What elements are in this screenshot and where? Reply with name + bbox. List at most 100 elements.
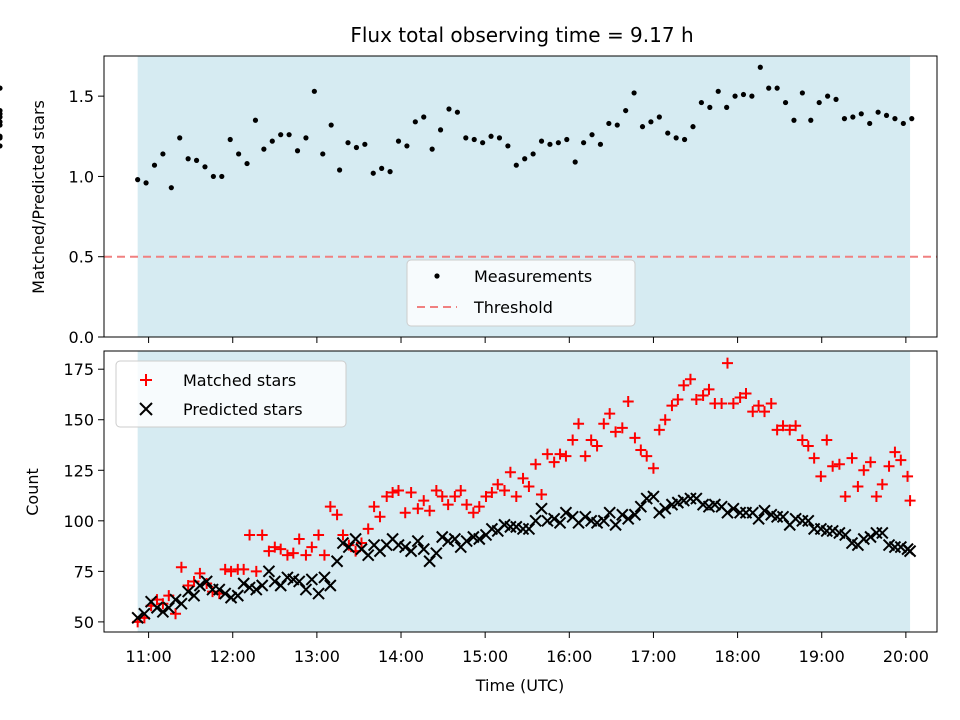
- measurement-point: [311, 88, 317, 94]
- matched-stars-points: [132, 358, 916, 628]
- measurement-point: [193, 157, 200, 163]
- measurement-point: [766, 85, 772, 91]
- predicted-star-point: [535, 502, 548, 515]
- matched-legend-label: Matched stars: [183, 371, 296, 390]
- measurement-point: [454, 109, 460, 115]
- measurement-point: [740, 91, 747, 98]
- measurement-point: [336, 167, 343, 173]
- top-legend-box: [406, 259, 636, 327]
- matched-star-point: [392, 484, 404, 496]
- measurement-point: [412, 119, 418, 125]
- y-tick-label: 100: [63, 512, 94, 531]
- measurement-point: [480, 140, 486, 146]
- predicted-star-point: [857, 532, 871, 546]
- measurement-point: [639, 124, 646, 130]
- predicted-star-point: [504, 520, 517, 534]
- measurement-point: [841, 116, 848, 122]
- measurement-point: [143, 180, 149, 186]
- measurement-point: [496, 135, 503, 141]
- matched-star-point: [560, 450, 572, 462]
- matched-star-point: [902, 470, 914, 482]
- top-legend: Measurements Threshold: [406, 259, 636, 327]
- x-tick-label: 12:00: [210, 647, 256, 666]
- predicted-star-point: [404, 544, 418, 558]
- measurement-point: [429, 146, 435, 152]
- predicted-star-point: [218, 587, 232, 600]
- measurement-point: [353, 144, 360, 151]
- measurement-point: [757, 64, 763, 70]
- predicted-star-point: [213, 583, 226, 596]
- matched-star-point: [275, 543, 287, 555]
- measurement-point: [370, 170, 376, 176]
- threshold-legend-label: Threshold: [473, 298, 553, 317]
- matched-star-point: [170, 608, 182, 620]
- measurement-point: [379, 165, 385, 171]
- matched-star-point: [827, 460, 839, 472]
- predicted-star-point: [628, 508, 642, 521]
- predicted-star-point: [903, 544, 917, 558]
- bottom-y-label: Count: [23, 468, 42, 516]
- measurement-point: [210, 173, 216, 180]
- matched-star-point: [591, 440, 603, 452]
- matched-star-point: [641, 450, 653, 462]
- matched-star-point: [796, 434, 808, 446]
- predicted-star-point: [752, 512, 765, 525]
- matched-star-point: [269, 541, 281, 553]
- measurement-point: [0, 85, 3, 91]
- matched-star-point: [716, 398, 728, 410]
- predicted-star-point: [684, 492, 697, 505]
- matched-star-point: [293, 533, 305, 545]
- measurements-legend-marker: [434, 273, 440, 279]
- measurement-point: [825, 93, 831, 99]
- measurement-point: [732, 93, 738, 99]
- matched-star-point: [499, 484, 511, 496]
- matched-star-point: [306, 541, 318, 553]
- predicted-star-point: [312, 587, 325, 600]
- matched-star-point: [616, 422, 628, 434]
- predicted-star-point: [529, 514, 542, 528]
- x-tick-label: 14:00: [378, 647, 424, 666]
- measurement-point: [522, 156, 528, 162]
- matched-star-point: [808, 452, 820, 464]
- matched-star-point: [865, 456, 877, 468]
- measurement-point: [387, 169, 393, 175]
- matched-star-point: [666, 400, 678, 412]
- predicted-star-point: [634, 500, 648, 513]
- matched-star-point: [473, 501, 485, 513]
- predicted-star-point: [436, 530, 449, 544]
- matched-star-point: [727, 398, 739, 410]
- bottom-panel: 50 75 100 125 150 175 11:00 12:00 13:00 14:00 15:…: [23, 351, 938, 695]
- measurement-point: [690, 124, 696, 130]
- measurement-point: [244, 160, 250, 167]
- predicted-star-point: [330, 555, 344, 568]
- measurement-point: [294, 148, 301, 154]
- measurement-point: [446, 106, 452, 112]
- measurement-point: [900, 120, 906, 127]
- matched-legend-marker: [140, 374, 152, 386]
- predicted-star-point: [262, 565, 276, 578]
- predicted-star-point: [796, 514, 809, 528]
- matched-star-point: [225, 565, 237, 577]
- measurement-point: [555, 140, 561, 146]
- matched-star-point: [337, 529, 349, 541]
- predicted-star-point: [553, 516, 567, 530]
- matched-star-point: [461, 499, 473, 511]
- measurement-point: [160, 151, 166, 157]
- matched-star-point: [194, 567, 206, 579]
- bottom-x-ticks: 11:00 12:00 13:00 14:00 15:00 16:00 17:00 18:00…: [126, 632, 929, 666]
- measurement-point: [774, 85, 780, 91]
- predicted-star-point: [708, 498, 722, 511]
- matched-star-point: [604, 408, 616, 420]
- predicted-star-point: [621, 512, 635, 525]
- matched-star-point: [567, 434, 579, 446]
- measurement-point: [816, 99, 822, 106]
- predicted-star-point: [789, 512, 802, 525]
- matched-star-point: [157, 598, 169, 610]
- predicted-star-point: [392, 538, 405, 552]
- predicted-star-point: [361, 548, 375, 562]
- chart-title: Flux total observing time = 9.17 h: [350, 23, 693, 47]
- predicted-star-point: [559, 506, 573, 519]
- matched-star-point: [517, 472, 529, 484]
- measurement-point: [185, 156, 191, 162]
